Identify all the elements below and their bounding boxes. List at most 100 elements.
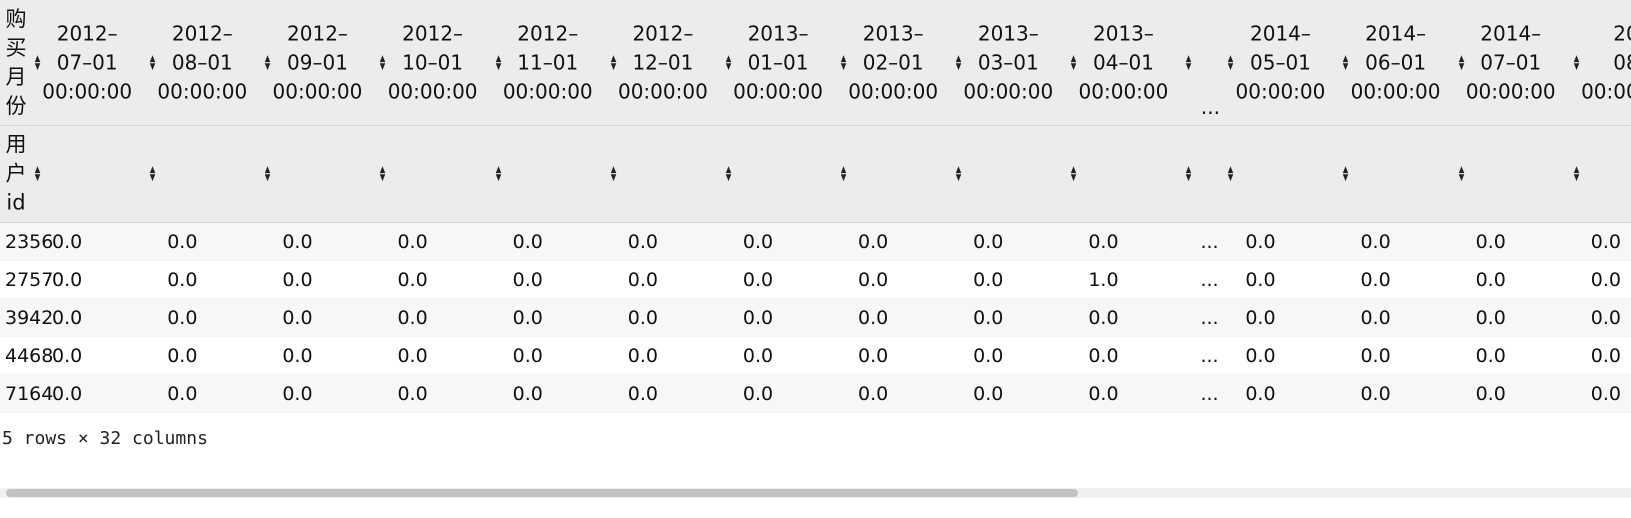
index-header-cell[interactable]: ▲▼ — [967, 125, 1083, 223]
sort-arrows-icon[interactable]: ▲ ▼ — [1341, 166, 1350, 183]
shape-summary: 5 rows × 32 columns — [2, 428, 208, 449]
sort-up-icon: ▲ — [34, 165, 41, 175]
row-index: 4468 — [0, 336, 53, 375]
sort-arrows-icon[interactable]: ▲ ▼ — [839, 54, 848, 71]
table-cell: 0.0 — [1354, 260, 1470, 299]
table-cell: 0.0 — [1584, 222, 1631, 261]
sort-arrows-icon[interactable]: ▲ ▼ — [1457, 166, 1466, 183]
column-header[interactable]: 2012– 09–01 00:00:00 ▲ ▼ — [273, 0, 392, 126]
index-name-header[interactable]: 用户id ▲ ▼ — [0, 125, 47, 223]
index-header-cell[interactable]: ▲▼ — [391, 125, 507, 223]
column-header[interactable]: 2013– 02–01 00:00:00 ▲ ▼ — [848, 0, 968, 126]
table-cell: 0.0 — [967, 336, 1083, 375]
column-header[interactable]: 2012– 10–01 00:00:00 ▲ ▼ — [388, 0, 507, 126]
horizontal-scrollbar[interactable] — [0, 488, 1631, 498]
index-header-cell[interactable]: ▲▼ — [1197, 125, 1240, 223]
index-header-row: 用户id▲▼▲▼▲▼▲▼▲▼▲▼▲▼▲▼▲▼▲▼▲▼▲▼▲▼▲▼▲▼▲▼ — [0, 125, 1631, 223]
table-cell: 0.0 — [852, 298, 968, 337]
sort-down-icon: ▼ — [1186, 173, 1192, 183]
table-cell: 0.0 — [736, 374, 853, 413]
column-header[interactable]: 20 08 00:00:00▲▼ — [1581, 0, 1631, 126]
sort-arrows-icon[interactable]: ▲ ▼ — [1226, 165, 1235, 183]
sort-arrows-icon[interactable]: ▲ ▼ — [1226, 54, 1235, 71]
column-header[interactable]: 2014– 05–01 00:00:00 ▲ ▼ — [1236, 0, 1355, 126]
index-header-cell[interactable]: ▲▼ — [1354, 125, 1470, 223]
index-header-cell[interactable]: ▲▼ — [161, 125, 277, 223]
column-header[interactable]: 2014– 06–01 00:00:00 ▲ ▼ — [1351, 0, 1470, 126]
table-cell: 0.0 — [1239, 298, 1355, 337]
sort-arrows-icon[interactable]: ▲ ▼ — [609, 166, 618, 183]
sort-arrows-icon[interactable]: ▲ ▼ — [1572, 166, 1581, 183]
sort-arrows-icon[interactable]: ▲ ▼ — [954, 54, 963, 71]
column-header[interactable]: 2013– 03–01 00:00:00 ▲ ▼ — [963, 0, 1083, 126]
column-header-label: 2012– 10–01 00:00:00 — [387, 21, 478, 103]
sort-arrows-icon[interactable]: ▲ ▼ — [378, 166, 387, 183]
table-cell: 0.0 — [852, 222, 968, 261]
index-header-cell[interactable]: ▲▼ — [1469, 125, 1585, 223]
scrollbar-thumb[interactable] — [6, 489, 1078, 497]
sort-arrows-icon[interactable]: ▲ ▼ — [33, 54, 42, 71]
column-header[interactable]: 2012– 07–01 00:00:00 ▲ ▼ — [42, 0, 162, 126]
row-index: 3942 — [0, 298, 53, 337]
sort-arrows-icon[interactable]: ▲ ▼ — [724, 54, 733, 71]
sort-arrows-icon[interactable]: ▲ ▼ — [724, 166, 733, 183]
index-header-cell[interactable]: ▲▼ — [1082, 125, 1198, 223]
index-header-cell[interactable]: ▲▼ — [1239, 125, 1355, 223]
column-header-label: 2012– 07–01 00:00:00 — [42, 21, 133, 103]
sort-arrows-icon[interactable]: ▲ ▼ — [1184, 53, 1193, 71]
index-header-cell[interactable]: ▲▼ — [276, 125, 392, 223]
columns-name-header[interactable]: 购买月份 ▲ ▼ — [0, 0, 47, 126]
sort-arrows-icon[interactable]: ▲ ▼ — [1184, 166, 1193, 183]
index-header-cell[interactable]: ▲▼ — [736, 125, 853, 223]
table-row: 2356 0.0 0.0 0.0 0.0 0.0 0.0 0.0 0.0 0.0 0.0... 0.0… — [0, 222, 1631, 261]
sort-arrows-icon[interactable]: ▲ ▼ — [1069, 54, 1078, 71]
sort-arrows-icon[interactable]: ▲ ▼ — [839, 166, 848, 183]
sort-arrows-icon[interactable]: ▲ ▼ — [1341, 54, 1350, 71]
column-header-ellipsis[interactable]: ... ▲ ▼ — [1197, 0, 1240, 126]
sort-up-icon: ▲ — [1228, 165, 1234, 175]
table-cell: 0.0 — [276, 260, 392, 299]
sort-down-icon: ▼ — [149, 61, 156, 72]
sort-up-icon: ▲ — [1186, 53, 1192, 64]
sort-up-icon: ▲ — [265, 53, 271, 64]
row-index: 2757 — [0, 260, 53, 299]
sort-up-icon: ▲ — [955, 165, 962, 175]
table-cell: 0.0 — [967, 374, 1083, 413]
index-header-cell[interactable]: ▲▼ — [506, 125, 622, 223]
sort-arrows-icon[interactable]: ▲ ▼ — [33, 165, 42, 183]
sort-arrows-icon[interactable]: ▲ ▼ — [494, 54, 503, 71]
index-header-cell[interactable]: ▲▼ — [1584, 125, 1631, 223]
column-header[interactable]: 2013– 04–01 00:00:00 ▲ ▼ — [1079, 0, 1198, 126]
table-cell: 0.0 — [1239, 374, 1355, 413]
sort-arrows-icon[interactable]: ▲ ▼ — [1572, 54, 1581, 72]
sort-arrows-icon[interactable]: ▲ ▼ — [954, 165, 963, 183]
table-cell: 0.0 — [1584, 260, 1631, 299]
table-cell: 0.0 — [506, 336, 622, 375]
index-header-cell[interactable]: ▲▼ — [46, 125, 162, 223]
table-row: 2757 0.0 0.0 0.0 0.0 0.0 0.0 0.0 0.0 0.0 1.0... 0.0… — [0, 260, 1631, 299]
sort-arrows-icon[interactable]: ▲ ▼ — [378, 54, 387, 71]
sort-arrows-icon[interactable]: ▲ ▼ — [148, 166, 157, 183]
table-cell: 0.0 — [1354, 222, 1470, 261]
table-viewport[interactable]: 购买月份 ▲ ▼ 2012– 07–01 00:00:00 ▲ ▼ 2012– 08–01 … — [0, 0, 1631, 430]
column-header-row: 购买月份 ▲ ▼ 2012– 07–01 00:00:00 ▲ ▼ 2012– 08–01 … — [0, 0, 1631, 126]
sort-down-icon: ▼ — [1573, 61, 1579, 72]
column-header[interactable]: 2012– 11–01 00:00:00 ▲ ▼ — [503, 0, 622, 126]
column-header[interactable]: 2012– 08–01 00:00:00 ▲ ▼ — [157, 0, 277, 126]
column-header[interactable]: 2014– 07–01 00:00:00 ▲ ▼ — [1466, 0, 1585, 126]
column-header[interactable]: 2012– 12–01 00:00:00 ▲ ▼ — [618, 0, 737, 126]
sort-down-icon: ▼ — [1343, 173, 1349, 183]
sort-down-icon: ▼ — [1228, 173, 1234, 183]
sort-arrows-icon[interactable]: ▲ ▼ — [148, 54, 157, 72]
sort-arrows-icon[interactable]: ▲ ▼ — [494, 166, 503, 183]
sort-arrows-icon[interactable]: ▲ ▼ — [1069, 166, 1078, 183]
index-header-cell[interactable]: ▲▼ — [852, 125, 968, 223]
pivot-table: 购买月份 ▲ ▼ 2012– 07–01 00:00:00 ▲ ▼ 2012– 08–01 … — [0, 0, 1631, 413]
sort-arrows-icon[interactable]: ▲ ▼ — [263, 166, 272, 183]
sort-arrows-icon[interactable]: ▲ ▼ — [609, 54, 618, 71]
index-header-cell[interactable]: ▲▼ — [621, 125, 737, 223]
sort-arrows-icon[interactable]: ▲ ▼ — [1457, 54, 1466, 71]
column-header[interactable]: 2013– 01–01 00:00:00 ▲ ▼ — [733, 0, 853, 126]
sort-arrows-icon[interactable]: ▲ ▼ — [263, 53, 272, 71]
table-cell: 0.0 — [1354, 374, 1470, 413]
